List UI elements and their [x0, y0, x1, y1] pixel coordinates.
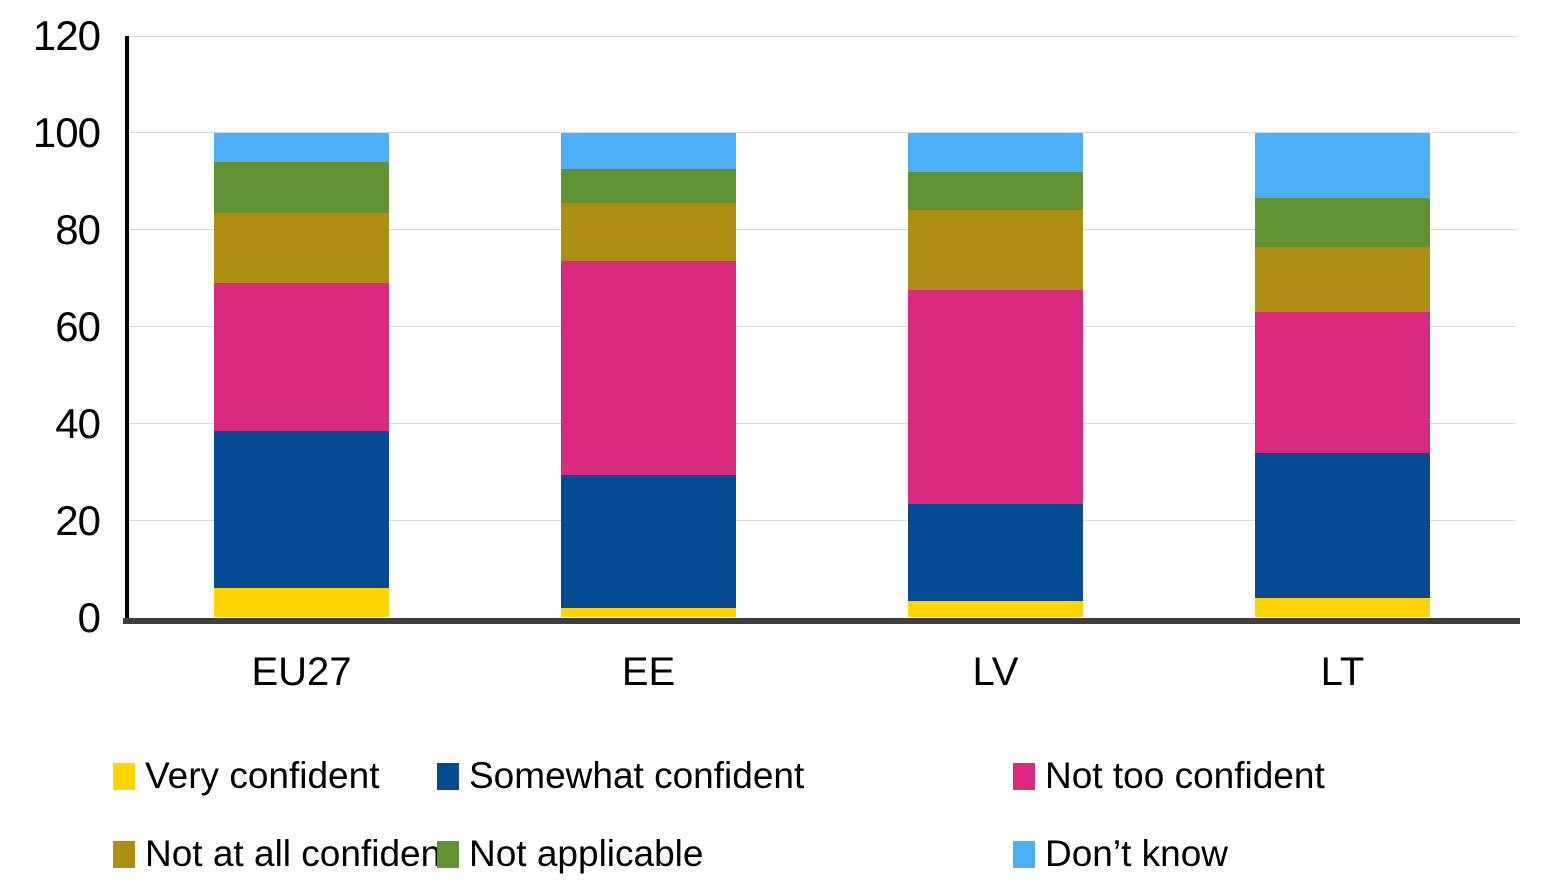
bar-segment-lt-not-at-all-confident — [1255, 246, 1430, 313]
bar-segment-eu27-not-too-confident — [214, 283, 389, 431]
bar-segment-ee-not-applicable — [561, 169, 736, 204]
bar-segment-lv-not-too-confident — [908, 290, 1083, 504]
bar-segment-lv-not-at-all-confident — [908, 210, 1083, 291]
x-category-label-lv: LV — [972, 650, 1019, 694]
y-tick-label-20: 20 — [55, 496, 101, 544]
gridline-y60 — [128, 326, 1516, 328]
legend-swatch-not-at-all-confident — [113, 840, 135, 868]
gridline-y100 — [128, 132, 1516, 134]
bar-segment-lt-somewhat-confident — [1255, 452, 1430, 599]
bar-segment-lt-don-t-know — [1255, 132, 1430, 199]
bar-segment-lv-somewhat-confident — [908, 503, 1083, 601]
legend-swatch-not-too-confident — [1013, 762, 1035, 790]
y-tick-label-80: 80 — [55, 205, 101, 253]
x-category-label-eu27: EU27 — [251, 650, 352, 694]
y-tick-label-120: 120 — [32, 12, 101, 59]
legend-item-very-confident: Very confident — [113, 756, 379, 796]
bar-segment-eu27-not-applicable — [214, 161, 389, 213]
gridline-y80 — [128, 229, 1516, 231]
bar-segment-lv-very-confident — [908, 600, 1083, 618]
legend-swatch-very-confident — [113, 762, 135, 790]
bar-segment-eu27-very-confident — [214, 588, 389, 618]
bar-segment-eu27-don-t-know — [214, 132, 389, 162]
legend-item-not-applicable: Not applicable — [437, 834, 703, 874]
legend-label-not-too-confident: Not too confident — [1045, 755, 1325, 796]
bar-segment-ee-don-t-know — [561, 132, 736, 170]
bar-segment-lv-not-applicable — [908, 171, 1083, 211]
x-category-label-lt: LT — [1320, 650, 1365, 694]
legend-label-don-t-know: Don’t know — [1045, 833, 1229, 874]
bar-segment-lt-very-confident — [1255, 598, 1430, 618]
legend-item-don-t-know: Don’t know — [1013, 834, 1228, 874]
y-tick-label-40: 40 — [55, 399, 101, 447]
legend-swatch-don-t-know — [1013, 840, 1035, 868]
gridline-y20 — [128, 520, 1516, 522]
bar-segment-ee-somewhat-confident — [561, 474, 736, 608]
bar-segment-lv-don-t-know — [908, 132, 1083, 172]
legend-label-somewhat-confident: Somewhat confident — [469, 755, 805, 796]
y-axis-line — [125, 36, 129, 618]
bar-segment-ee-very-confident — [561, 607, 736, 618]
legend-label-not-at-all-confident: Not at all confident — [145, 833, 452, 874]
legend-item-somewhat-confident: Somewhat confident — [437, 756, 804, 796]
x-axis-line — [123, 617, 1520, 624]
bar-segment-ee-not-too-confident — [561, 261, 736, 475]
y-tick-label-60: 60 — [55, 302, 101, 350]
bar-segment-eu27-not-at-all-confident — [214, 212, 389, 284]
gridline-y120 — [128, 35, 1516, 37]
y-tick-label-0: 0 — [77, 593, 101, 641]
bar-segment-ee-not-at-all-confident — [561, 203, 736, 262]
legend-item-not-at-all-confident: Not at all confident — [113, 834, 451, 874]
bar-segment-eu27-somewhat-confident — [214, 430, 389, 589]
legend-swatch-somewhat-confident — [437, 762, 459, 790]
y-tick-label-100: 100 — [32, 108, 101, 156]
legend-swatch-not-applicable — [437, 840, 459, 868]
legend-label-not-applicable: Not applicable — [469, 833, 704, 874]
x-category-label-ee: EE — [621, 650, 676, 694]
legend-item-not-too-confident: Not too confident — [1013, 756, 1325, 796]
bar-segment-lt-not-too-confident — [1255, 312, 1430, 453]
legend-label-very-confident: Very confident — [145, 755, 380, 796]
bar-segment-lt-not-applicable — [1255, 198, 1430, 247]
gridline-y40 — [128, 423, 1516, 425]
